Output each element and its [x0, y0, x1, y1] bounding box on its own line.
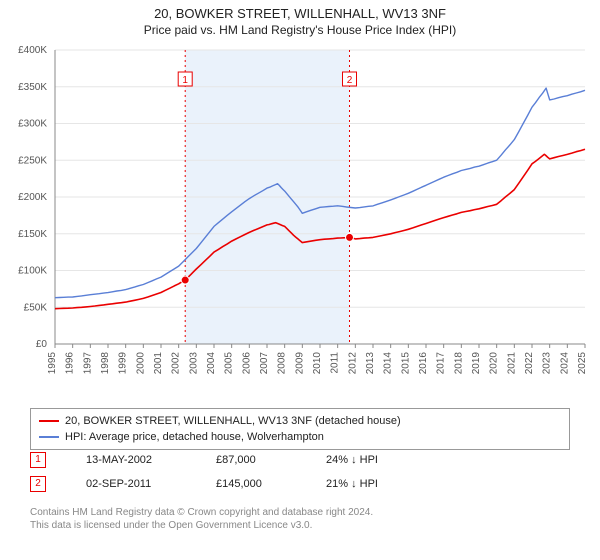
svg-text:1998: 1998: [100, 352, 111, 375]
event-date: 02-SEP-2011: [86, 478, 176, 490]
svg-text:2024: 2024: [559, 352, 570, 375]
legend-swatch: [39, 420, 59, 422]
svg-text:2014: 2014: [383, 352, 394, 375]
svg-text:£50K: £50K: [24, 302, 48, 313]
svg-text:2006: 2006: [241, 352, 252, 375]
event-price: £145,000: [216, 478, 286, 490]
svg-text:2011: 2011: [330, 352, 341, 374]
svg-text:1999: 1999: [118, 352, 129, 375]
event-row: 2 02-SEP-2011 £145,000 21% ↓ HPI: [30, 476, 570, 492]
svg-text:£100K: £100K: [18, 266, 47, 277]
event-delta: 24% ↓ HPI: [326, 454, 416, 466]
event-marker: 2: [30, 476, 46, 492]
footer: Contains HM Land Registry data © Crown c…: [30, 506, 570, 532]
svg-text:2012: 2012: [347, 352, 358, 375]
svg-text:2023: 2023: [542, 352, 553, 375]
footer-line: Contains HM Land Registry data © Crown c…: [30, 506, 570, 519]
page-title: 20, BOWKER STREET, WILLENHALL, WV13 3NF: [0, 0, 600, 21]
svg-text:1: 1: [182, 75, 188, 86]
svg-text:2013: 2013: [365, 352, 376, 375]
legend-item: 20, BOWKER STREET, WILLENHALL, WV13 3NF …: [39, 413, 561, 429]
svg-text:2020: 2020: [489, 352, 500, 375]
svg-text:2009: 2009: [294, 352, 305, 375]
svg-text:1997: 1997: [82, 352, 93, 375]
svg-text:2000: 2000: [135, 352, 146, 375]
svg-text:2019: 2019: [471, 352, 482, 375]
legend: 20, BOWKER STREET, WILLENHALL, WV13 3NF …: [30, 408, 570, 450]
svg-text:2: 2: [347, 75, 353, 86]
event-delta: 21% ↓ HPI: [326, 478, 416, 490]
chart-svg: £0 £50K £100K £150K £200K £250K £300K £350K £400…: [0, 44, 600, 400]
chart-container: 20, BOWKER STREET, WILLENHALL, WV13 3NF …: [0, 0, 600, 560]
svg-text:2025: 2025: [577, 352, 588, 375]
legend-label: HPI: Average price, detached house, Wolv…: [65, 429, 324, 445]
legend-item: HPI: Average price, detached house, Wolv…: [39, 429, 561, 445]
svg-text:2004: 2004: [206, 352, 217, 375]
svg-text:2002: 2002: [171, 352, 182, 375]
svg-text:2022: 2022: [524, 352, 535, 375]
event-date: 13-MAY-2002: [86, 454, 176, 466]
svg-text:£200K: £200K: [18, 192, 47, 203]
page-subtitle: Price paid vs. HM Land Registry's House …: [0, 21, 600, 41]
svg-text:£150K: £150K: [18, 229, 47, 240]
svg-text:£0: £0: [36, 339, 48, 350]
svg-text:2015: 2015: [400, 352, 411, 375]
event-row: 1 13-MAY-2002 £87,000 24% ↓ HPI: [30, 452, 570, 468]
svg-text:2017: 2017: [436, 352, 447, 375]
svg-text:2005: 2005: [224, 352, 235, 375]
event-marker: 1: [30, 452, 46, 468]
svg-text:2001: 2001: [153, 352, 164, 375]
svg-text:1995: 1995: [47, 352, 58, 375]
svg-text:2003: 2003: [188, 352, 199, 375]
legend-swatch: [39, 436, 59, 438]
svg-text:£300K: £300K: [18, 119, 47, 130]
footer-line: This data is licensed under the Open Gov…: [30, 519, 570, 532]
svg-text:£250K: £250K: [18, 155, 47, 166]
svg-text:2008: 2008: [277, 352, 288, 375]
chart: £0 £50K £100K £150K £200K £250K £300K £350K £400…: [0, 44, 600, 400]
svg-text:£350K: £350K: [18, 82, 47, 93]
svg-text:2021: 2021: [506, 352, 517, 375]
svg-text:2007: 2007: [259, 352, 270, 375]
svg-text:2018: 2018: [453, 352, 464, 375]
svg-text:2010: 2010: [312, 352, 323, 375]
event-price: £87,000: [216, 454, 286, 466]
events-table: 1 13-MAY-2002 £87,000 24% ↓ HPI 2 02-SEP…: [30, 452, 570, 500]
svg-text:2016: 2016: [418, 352, 429, 375]
svg-text:1996: 1996: [65, 352, 76, 375]
legend-label: 20, BOWKER STREET, WILLENHALL, WV13 3NF …: [65, 413, 401, 429]
svg-text:£400K: £400K: [18, 45, 47, 56]
